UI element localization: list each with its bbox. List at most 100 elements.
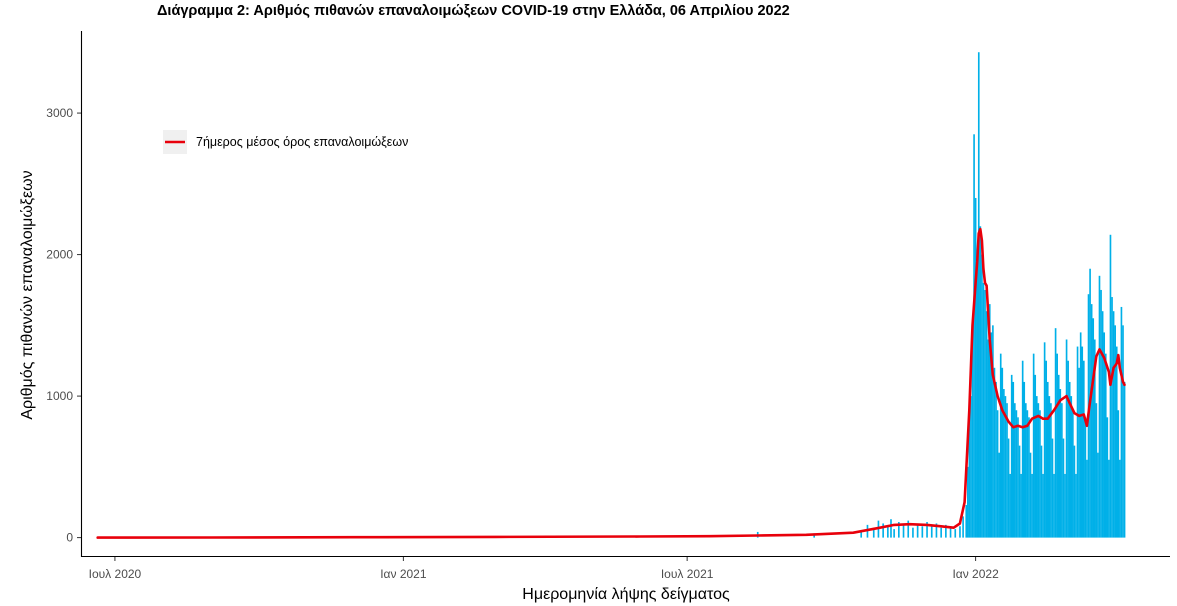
bar bbox=[1075, 473, 1077, 538]
bar bbox=[1057, 374, 1060, 538]
y-tick-label: 3000 bbox=[46, 106, 73, 120]
bar bbox=[996, 410, 999, 538]
bar bbox=[1114, 325, 1116, 538]
bar bbox=[1062, 438, 1065, 538]
bar bbox=[998, 452, 1000, 538]
bar bbox=[1067, 360, 1069, 538]
bar bbox=[984, 289, 986, 538]
bar bbox=[1045, 360, 1048, 538]
bar bbox=[1104, 353, 1107, 538]
bar bbox=[1079, 332, 1082, 538]
bar bbox=[1026, 410, 1029, 538]
bar bbox=[1039, 410, 1041, 538]
bar bbox=[1014, 403, 1016, 538]
bar bbox=[902, 524, 905, 538]
bar bbox=[1021, 360, 1024, 538]
bar bbox=[962, 516, 964, 538]
bar bbox=[1098, 275, 1101, 538]
bar bbox=[1082, 360, 1085, 538]
bar bbox=[1086, 459, 1088, 538]
bar bbox=[993, 367, 996, 538]
bar bbox=[1120, 306, 1123, 538]
bar bbox=[1119, 459, 1121, 538]
x-axis-title: Ημερομηνία λήψης δείγματος bbox=[522, 586, 730, 603]
bar bbox=[1084, 417, 1087, 538]
bar bbox=[1009, 473, 1011, 538]
bar bbox=[968, 410, 971, 538]
bar bbox=[992, 325, 994, 538]
bar bbox=[1097, 452, 1099, 538]
bar bbox=[1111, 297, 1113, 538]
bar bbox=[1090, 304, 1093, 538]
bar bbox=[1040, 445, 1043, 538]
bar bbox=[985, 311, 988, 538]
bar bbox=[1095, 403, 1098, 538]
legend-label: 7ήμερος μέσος όρος επαναλοιμώξεων bbox=[196, 135, 408, 149]
bar bbox=[872, 527, 875, 538]
bar bbox=[1065, 339, 1068, 538]
x-tick-label: Ιαν 2022 bbox=[952, 567, 999, 581]
bar bbox=[1042, 473, 1044, 538]
bar bbox=[1012, 381, 1015, 538]
bar bbox=[1112, 311, 1115, 538]
bar bbox=[1093, 339, 1096, 538]
bar bbox=[965, 505, 968, 538]
bar bbox=[981, 254, 983, 538]
y-tick-label: 1000 bbox=[46, 389, 73, 403]
bar bbox=[973, 134, 975, 538]
bar bbox=[1029, 452, 1032, 538]
bar bbox=[976, 251, 979, 538]
bar bbox=[1076, 346, 1079, 538]
bar bbox=[1073, 445, 1076, 538]
bar bbox=[887, 526, 889, 538]
bar bbox=[1031, 473, 1033, 538]
bar bbox=[1050, 403, 1052, 538]
bar bbox=[1024, 403, 1027, 538]
bar bbox=[1109, 234, 1112, 538]
bar bbox=[1061, 403, 1063, 538]
bar bbox=[987, 339, 990, 538]
bar bbox=[1103, 332, 1106, 538]
bar bbox=[1004, 396, 1007, 538]
x-tick-label: Ιαν 2021 bbox=[380, 567, 427, 581]
bar bbox=[1053, 473, 1055, 538]
bar bbox=[1006, 403, 1008, 538]
bar bbox=[1068, 381, 1071, 538]
bar bbox=[1001, 367, 1004, 538]
bar bbox=[974, 197, 977, 538]
bar bbox=[945, 524, 947, 538]
bar bbox=[1034, 374, 1037, 538]
bar bbox=[970, 396, 972, 538]
bar bbox=[1122, 325, 1124, 538]
bar bbox=[912, 527, 914, 538]
bar bbox=[1020, 473, 1022, 538]
bar bbox=[1115, 346, 1118, 538]
bar bbox=[949, 526, 952, 538]
bar bbox=[1108, 459, 1110, 538]
x-axis-ticks: Ιουλ 2020 Ιαν 2021 Ιουλ 2021 Ιαν 2022 bbox=[89, 556, 999, 581]
bar bbox=[1032, 353, 1035, 538]
bar bbox=[954, 529, 957, 538]
bar bbox=[1023, 381, 1026, 538]
bar bbox=[1010, 374, 1013, 538]
bar bbox=[1018, 445, 1021, 538]
x-tick-label: Ιουλ 2020 bbox=[89, 567, 142, 581]
bar bbox=[1081, 346, 1084, 538]
y-axis-title: Αριθμός πιθανών επαναλοιμώξεων bbox=[19, 170, 36, 419]
bar bbox=[988, 304, 991, 538]
bar bbox=[979, 226, 982, 538]
bar bbox=[890, 519, 892, 538]
bar bbox=[935, 523, 938, 538]
bar bbox=[1059, 389, 1062, 538]
bar bbox=[1054, 328, 1057, 538]
y-tick-label: 2000 bbox=[46, 248, 73, 262]
bar bbox=[1056, 353, 1058, 538]
bar bbox=[1037, 403, 1040, 538]
bar bbox=[860, 530, 863, 538]
bar bbox=[1092, 318, 1095, 538]
bar bbox=[982, 282, 985, 538]
bar bbox=[977, 52, 980, 538]
y-axis-ticks: 0 1000 2000 3000 bbox=[46, 106, 82, 545]
bar bbox=[1015, 410, 1018, 538]
